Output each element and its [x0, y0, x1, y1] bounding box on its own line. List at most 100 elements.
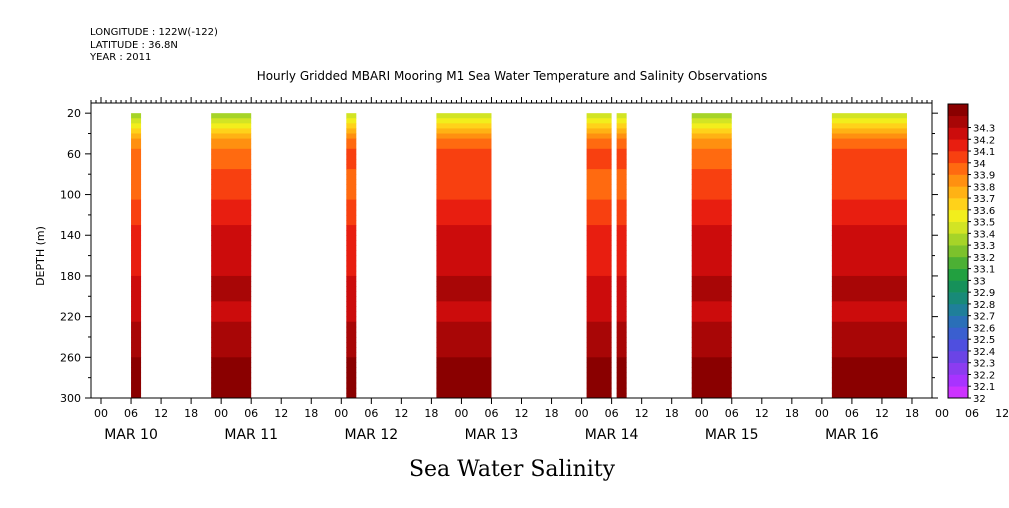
salinity-cell	[131, 286, 142, 292]
salinity-cell	[211, 138, 252, 145]
salinity-cell	[346, 158, 357, 165]
salinity-cell	[586, 189, 612, 196]
salinity-cell	[691, 158, 732, 165]
salinity-cell	[691, 270, 732, 277]
salinity-cell	[436, 230, 492, 236]
salinity-cell	[211, 352, 252, 358]
salinity-cell	[616, 347, 627, 353]
salinity-cell	[346, 357, 357, 363]
salinity-cell	[691, 214, 732, 221]
salinity-cell	[616, 153, 627, 160]
salinity-cell	[346, 255, 357, 262]
salinity-cell	[586, 214, 612, 221]
salinity-cell	[616, 291, 627, 297]
salinity-cell	[436, 148, 492, 155]
x-tick-label: 18	[424, 407, 438, 420]
salinity-cell	[691, 291, 732, 297]
salinity-segment	[691, 113, 732, 399]
salinity-cell	[586, 291, 612, 297]
salinity-cell	[586, 265, 612, 272]
colorbar-swatch	[948, 174, 968, 187]
salinity-cell	[346, 189, 357, 196]
salinity-cell	[691, 331, 732, 338]
colorbar-swatch	[948, 256, 968, 269]
salinity-cell	[211, 392, 252, 399]
salinity-cell	[346, 372, 357, 379]
salinity-cell	[131, 291, 142, 297]
salinity-cell	[586, 336, 612, 343]
salinity-cell	[616, 392, 627, 399]
salinity-cell	[616, 143, 627, 150]
salinity-cell	[616, 199, 627, 206]
salinity-cell	[831, 189, 907, 196]
salinity-cell	[436, 153, 492, 160]
salinity-cell	[436, 281, 492, 287]
salinity-cell	[586, 219, 612, 226]
salinity-cell	[131, 189, 142, 196]
salinity-cell	[211, 382, 252, 389]
colorbar-label: 33.5	[973, 218, 995, 229]
salinity-cell	[691, 179, 732, 185]
colorbar-swatch	[948, 221, 968, 234]
y-tick-label: 260	[60, 351, 81, 364]
salinity-cell	[131, 250, 142, 257]
x-tick-label: 00	[935, 407, 949, 420]
salinity-cell	[211, 143, 252, 150]
salinity-cell	[211, 275, 252, 282]
salinity-cell	[131, 331, 142, 338]
salinity-cell	[831, 235, 907, 241]
salinity-cell	[131, 296, 142, 302]
x-tick-label: 12	[515, 407, 529, 420]
colorbar-label: 32	[973, 394, 986, 405]
salinity-cell	[346, 209, 357, 216]
colorbar-swatch	[948, 151, 968, 164]
salinity-cell	[831, 230, 907, 236]
salinity-cell	[586, 118, 612, 124]
salinity-cell	[131, 214, 142, 221]
salinity-cell	[436, 260, 492, 267]
data-segments	[131, 113, 907, 399]
salinity-cell	[436, 235, 492, 241]
salinity-cell	[131, 204, 142, 211]
y-tick-label: 300	[60, 392, 81, 405]
latitude-label: LATITUDE : 36.8N	[90, 40, 178, 51]
x-tick-label: 06	[244, 407, 258, 420]
salinity-cell	[131, 362, 142, 368]
colorbar-swatch	[948, 198, 968, 211]
salinity-cell	[831, 240, 907, 246]
salinity-cell	[131, 357, 142, 363]
salinity-cell	[831, 316, 907, 323]
salinity-cell	[436, 169, 492, 175]
salinity-cell	[211, 184, 252, 190]
salinity-cell	[586, 204, 612, 211]
salinity-cell	[691, 275, 732, 282]
salinity-cell	[831, 158, 907, 165]
salinity-cell	[346, 275, 357, 282]
salinity-cell	[831, 311, 907, 318]
salinity-cell	[211, 118, 252, 124]
salinity-cell	[436, 255, 492, 262]
salinity-cell	[346, 219, 357, 226]
x-tick-label: 12	[635, 407, 649, 420]
salinity-cell	[691, 250, 732, 257]
salinity-cell	[436, 321, 492, 328]
colorbar-label: 32.7	[973, 312, 995, 323]
salinity-cell	[211, 179, 252, 185]
x-tick-label: 12	[274, 407, 288, 420]
salinity-cell	[131, 265, 142, 272]
salinity-cell	[436, 362, 492, 368]
colorbar-swatch	[948, 303, 968, 316]
x-tick-label: 06	[725, 407, 739, 420]
salinity-cell	[616, 184, 627, 190]
salinity-cell	[131, 209, 142, 216]
salinity-cell	[831, 179, 907, 185]
salinity-cell	[436, 174, 492, 180]
salinity-cell	[211, 164, 252, 170]
salinity-cell	[586, 326, 612, 333]
colorbar-label: 33.1	[973, 265, 995, 276]
salinity-cell	[616, 352, 627, 358]
salinity-cell	[831, 281, 907, 287]
salinity-cell	[831, 270, 907, 277]
